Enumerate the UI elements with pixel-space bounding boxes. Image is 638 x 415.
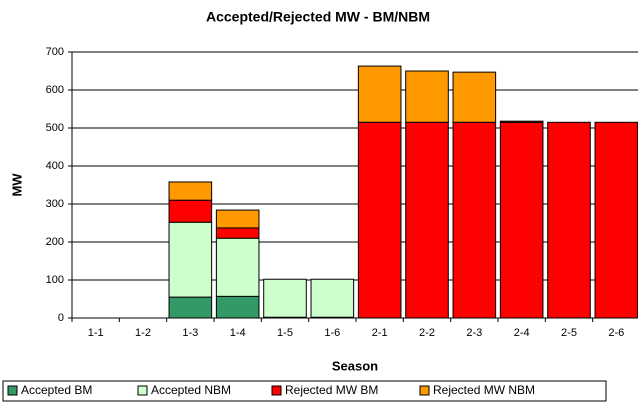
bar-segment xyxy=(215,227,260,239)
bar-segment xyxy=(215,209,260,229)
y-tick-label: 700 xyxy=(46,46,64,58)
y-axis-title: MW xyxy=(9,173,24,197)
x-tick-label: 2-6 xyxy=(608,327,624,339)
x-tick-label: 1-4 xyxy=(230,327,246,339)
y-tick-label: 300 xyxy=(46,198,64,210)
bar-segment xyxy=(168,181,213,201)
chart-title: Accepted/Rejected MW - BM/NBM xyxy=(206,9,430,25)
x-tick-label: 2-4 xyxy=(514,327,530,339)
y-tick-label: 500 xyxy=(46,122,64,134)
x-tick-label: 1-2 xyxy=(135,327,151,339)
bar-segment xyxy=(357,121,402,319)
y-tick-label: 400 xyxy=(46,160,64,172)
x-tick-label: 2-2 xyxy=(419,327,435,339)
legend-box xyxy=(2,380,607,402)
x-tick-label: 2-5 xyxy=(561,327,577,339)
x-tick-label: 1-1 xyxy=(88,327,104,339)
bar-segment xyxy=(547,121,591,319)
bar-segment xyxy=(594,121,638,319)
legend-label: Rejected MW BM xyxy=(285,383,378,397)
y-tick-label: 200 xyxy=(46,236,64,248)
x-axis-title: Season xyxy=(332,358,378,373)
bar-segment xyxy=(263,278,307,318)
legend-label: Accepted BM xyxy=(21,383,92,397)
bar-segment xyxy=(168,296,213,319)
bar-segment xyxy=(405,70,449,123)
x-tick-label: 2-1 xyxy=(372,327,388,339)
bar-segment xyxy=(357,65,402,123)
bar-segment xyxy=(215,295,260,319)
y-tick-label: 0 xyxy=(58,312,64,324)
legend-swatch xyxy=(271,385,282,396)
legend-swatch xyxy=(137,385,148,396)
bar-segment xyxy=(499,120,544,123)
bar-segment xyxy=(168,199,213,223)
y-tick-label: 100 xyxy=(46,274,64,286)
x-tick-label: 1-5 xyxy=(277,327,293,339)
legend-label: Accepted NBM xyxy=(151,383,231,397)
bar-segment xyxy=(499,121,544,319)
bar-segment xyxy=(168,221,213,298)
bar-segment xyxy=(452,71,497,123)
bar-segment xyxy=(310,278,355,318)
x-tick-label: 1-6 xyxy=(324,327,340,339)
legend-label: Rejected MW NBM xyxy=(433,383,535,397)
y-tick-label: 600 xyxy=(46,84,64,96)
bar-segment xyxy=(405,121,449,319)
legend-swatch xyxy=(419,385,430,396)
legend-swatch xyxy=(7,385,18,396)
x-tick-label: 2-3 xyxy=(466,327,482,339)
bar-segment xyxy=(452,121,497,319)
x-tick-label: 1-3 xyxy=(182,327,198,339)
bar-segment xyxy=(215,237,260,297)
